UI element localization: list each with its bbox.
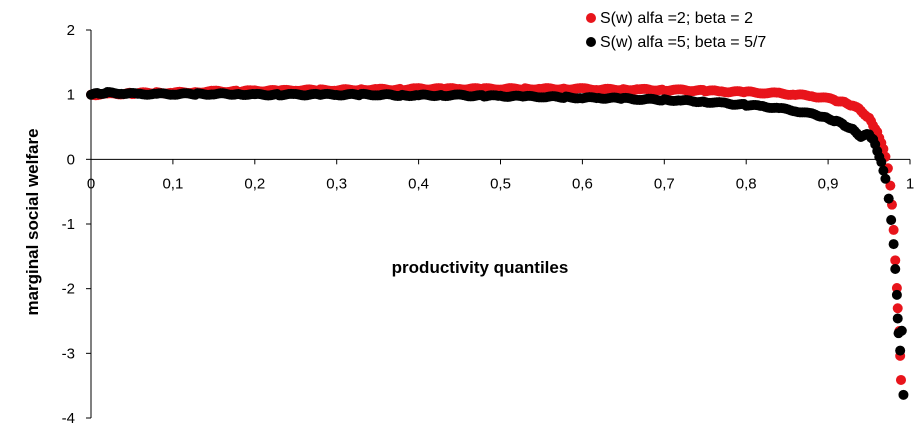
x-tick-label: 0,3 xyxy=(326,175,347,192)
data-point xyxy=(891,289,902,300)
data-point xyxy=(883,193,894,204)
data-point xyxy=(890,264,901,275)
x-tick-label: 0,2 xyxy=(244,175,265,192)
x-tick-label: 0,1 xyxy=(162,175,183,192)
data-point xyxy=(892,303,903,314)
data-point xyxy=(885,180,896,191)
data-point xyxy=(890,255,901,266)
series-1 xyxy=(86,83,906,385)
x-tick-label: 0,4 xyxy=(408,175,429,192)
x-tick-label: 0,9 xyxy=(818,175,839,192)
x-axis-ticks: 0 0,1 0,2 0,3 0,4 0,5 0,6 0,7 0,8 0,9 1 xyxy=(87,159,914,192)
x-tick-label: 0,8 xyxy=(736,175,757,192)
y-tick-label: -4 xyxy=(62,410,75,425)
x-axis-label: productivity quantiles xyxy=(392,258,569,277)
y-tick-label: 1 xyxy=(67,87,75,104)
legend-entry: S(w) alfa =5; beta = 5/7 xyxy=(600,34,766,51)
y-tick-label: 0 xyxy=(67,151,75,168)
y-axis-label: marginal social welfare xyxy=(23,128,42,315)
data-point xyxy=(888,239,899,250)
data-point xyxy=(896,325,907,336)
data-point xyxy=(876,157,887,168)
x-tick-label: 0,7 xyxy=(654,175,675,192)
x-tick-label: 1 xyxy=(906,175,914,192)
y-tick-label: 2 xyxy=(67,22,75,39)
data-point xyxy=(880,173,891,184)
data-point xyxy=(892,313,903,324)
data-point xyxy=(898,389,909,400)
legend: S(w) alfa =2; beta = 2 S(w) alfa =5; beta… xyxy=(586,10,766,51)
data-point xyxy=(878,165,889,176)
series-layer xyxy=(86,83,909,400)
data-point xyxy=(888,224,899,235)
data-point xyxy=(895,374,906,385)
x-tick-label: 0 xyxy=(87,175,95,192)
legend-marker xyxy=(586,37,596,47)
y-axis-ticks: 2 1 0 -1 -2 -3 -4 xyxy=(62,22,91,425)
y-tick-label: -3 xyxy=(62,345,75,362)
legend-entry: S(w) alfa =2; beta = 2 xyxy=(600,10,753,27)
x-tick-label: 0,6 xyxy=(572,175,593,192)
y-tick-label: -2 xyxy=(62,281,75,298)
series-2 xyxy=(86,86,909,400)
legend-marker xyxy=(586,13,596,23)
data-point xyxy=(895,345,906,356)
y-tick-label: -1 xyxy=(62,216,75,233)
data-point xyxy=(886,215,897,225)
x-tick-label: 0,5 xyxy=(490,175,511,192)
